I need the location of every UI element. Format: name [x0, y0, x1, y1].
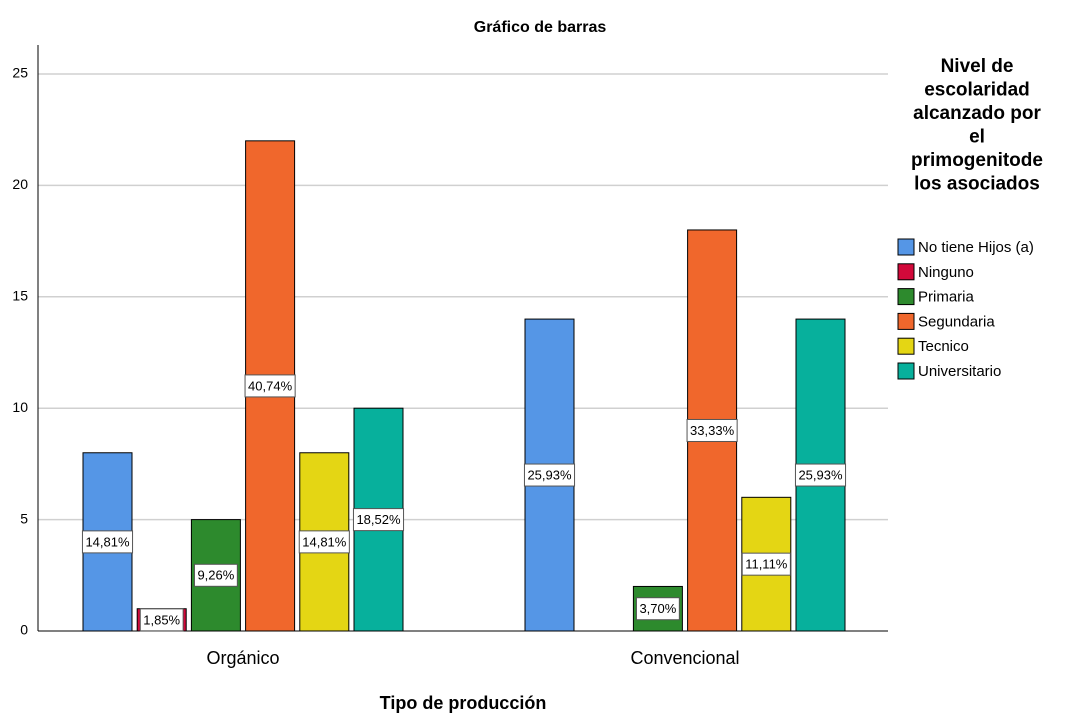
legend-label: No tiene Hijos (a) [918, 239, 1034, 256]
value-label: 18,52% [356, 512, 401, 527]
legend-title: los asociados [914, 174, 1040, 195]
y-tick-label: 15 [12, 288, 28, 304]
value-label-box [635, 597, 680, 621]
x-tick-label: Convencional [630, 648, 739, 668]
value-label: 1,85% [143, 612, 180, 627]
value-label-box [686, 418, 738, 442]
legend-title: alcanzado por [913, 103, 1041, 124]
legend-swatch [897, 337, 915, 355]
legend-swatch [897, 263, 915, 281]
value-label: 3,70% [639, 601, 676, 616]
legend-title: Nivel de [941, 56, 1014, 77]
value-label: 33,33% [690, 423, 735, 438]
value-label: 11,11% [745, 557, 788, 572]
legend-label: Segundaria [918, 313, 995, 330]
legend-swatch [897, 312, 915, 330]
legend-title: primogenitode [911, 150, 1043, 171]
y-tick-label: 0 [20, 622, 28, 638]
value-label-box [81, 530, 134, 554]
legend-swatch [897, 362, 915, 380]
legend-label: Tecnico [918, 338, 969, 355]
x-tick-label: Orgánico [206, 648, 279, 668]
value-label-box [352, 508, 405, 532]
value-label: 40,74% [248, 378, 293, 393]
value-label: 25,93% [527, 467, 572, 482]
legend-label: Primaria [918, 289, 974, 306]
value-label: 14,81% [85, 534, 130, 549]
value-label: 14,81% [302, 534, 347, 549]
legend-label: Universitario [918, 363, 1001, 380]
value-label-box [298, 530, 350, 554]
chart-title: Gráfico de barras [474, 19, 607, 36]
y-tick-label: 5 [20, 510, 28, 526]
value-label-box [244, 374, 296, 398]
value-label: 9,26% [197, 568, 234, 583]
legend-title: escolaridad [924, 80, 1030, 101]
legend-swatch [897, 288, 915, 306]
y-tick-label: 10 [12, 399, 28, 415]
legend-label: Ninguno [918, 264, 974, 281]
value-label: 25,93% [798, 467, 843, 482]
value-label-box [794, 463, 847, 487]
value-label-box [523, 463, 576, 487]
value-label-box [193, 563, 238, 587]
value-label-box [741, 552, 791, 576]
legend-swatch [897, 238, 915, 256]
y-tick-label: 20 [12, 176, 28, 192]
x-axis-title: Tipo de producción [380, 693, 547, 713]
value-label-box [139, 608, 184, 632]
legend-title: el [969, 127, 985, 148]
y-tick-label: 25 [12, 65, 28, 81]
